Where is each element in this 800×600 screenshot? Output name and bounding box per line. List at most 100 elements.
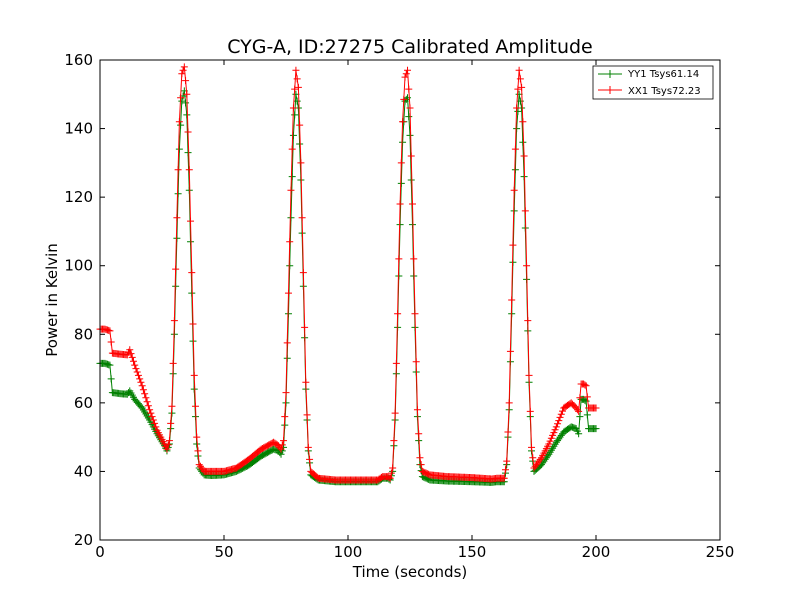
x-tick-label-2: 100 [334,543,363,561]
series-1-point-338 [515,66,523,74]
series-0-point-339 [516,97,524,105]
series-1-point-246 [401,73,409,81]
series-1-point-154 [287,186,295,194]
series-0-point-248 [404,94,412,102]
series-1-point-9 [107,338,115,346]
legend-box [592,65,714,100]
series-1-point-250 [406,104,414,112]
series-1-point-255 [412,358,420,366]
series-1-point-348 [528,443,536,451]
legend-xx1-label: XX1 Tsys72.23 [628,86,701,97]
series-1-point-169 [306,455,314,463]
series-1-point-245 [400,95,408,103]
series-1-point-339 [516,75,524,83]
x-tick-label-4: 200 [582,543,611,561]
legend: YY1 Tsys61.14 XX1 Tsys72.23 [592,65,714,100]
series-1-point-64 [175,118,183,126]
series-1-point-372 [557,410,565,418]
series-1-point-66 [178,70,186,78]
series-1-point-340 [518,83,526,91]
series-1-point-163 [298,214,306,222]
series-0-point-335 [511,166,519,174]
series-layer [96,63,600,486]
series-1-point-162 [297,159,305,167]
series-1-point-168 [304,443,312,451]
series-1-point-241 [395,255,403,263]
series-1-point-58 [168,402,176,410]
series-1-point-8 [106,327,114,335]
series-0-point-361 [544,452,552,460]
series-1-point-326 [500,474,508,482]
series-0-point-153 [286,262,294,270]
series-1-point-59 [169,359,177,367]
series-1-point-57 [167,419,175,427]
series-0-point-243 [397,179,405,187]
x-axis: 0 50 100 150 200 250 [95,60,734,561]
series-1-point-366 [550,429,558,437]
series-1-point-369 [554,420,562,428]
series-1-point-24 [126,346,134,354]
series-0-point-400 [592,425,600,433]
series-1-point-153 [286,238,294,246]
x-tick-label-3: 150 [458,543,487,561]
series-0-point-69 [182,99,190,107]
series-1-point-165 [301,323,309,331]
series-1-point-252 [408,200,416,208]
legend-xx1-marker [606,86,614,94]
series-1-point-370 [555,417,563,425]
series-1-point-344 [523,262,531,270]
series-0-point-155 [288,173,296,181]
series-1-point-337 [514,85,522,93]
series-1-point-38 [143,398,151,406]
series-1-point-242 [396,200,404,208]
series-1-point-72 [185,166,193,174]
series-0-point-393 [583,411,591,419]
series-1 [96,63,600,484]
y-tick-label-6: 140 [64,120,93,138]
series-1-point-237 [390,437,398,445]
series-1-point-161 [296,121,304,129]
series-1-point-74 [188,269,196,277]
series-0-point-8 [106,361,114,369]
legend-yy1-label: YY1 Tsys61.14 [627,69,699,80]
series-1-point-79 [194,447,202,455]
y-tick-label-5: 120 [64,188,93,206]
series-1-point-147 [278,441,286,449]
series-1-point-368 [552,423,560,431]
series-1-point-43 [149,416,157,424]
series-0-point-159 [293,97,301,105]
series-0-point-154 [287,214,295,222]
series-1-point-256 [413,406,421,414]
series-0-point-65 [177,121,185,129]
series-1-point-157 [291,85,299,93]
series-1-point-333 [509,241,517,249]
series-1-point-238 [391,409,399,417]
series-1-point-30 [133,368,141,376]
series-1-point-387 [576,394,584,402]
series-1-point-35 [139,386,147,394]
series-0-point-156 [289,131,297,139]
series-1-point-253 [410,255,418,263]
series-1-point-77 [191,402,199,410]
series-1-point-37 [142,394,150,402]
series-1-point-247 [402,70,410,78]
series-1-point-327 [501,466,509,474]
series-1-point-160 [294,83,302,91]
series-0-point-66 [178,97,186,105]
series-1-point-258 [416,454,424,462]
x-tick-label-1: 50 [214,543,233,561]
series-1-point-393 [583,393,591,401]
series-1-point-27 [129,357,137,365]
series-1-point-349 [529,454,537,462]
series-1-point-25 [127,350,135,358]
series-1-point-56 [165,437,173,445]
series-1-point-386 [575,407,583,415]
legend-yy1-marker [606,70,614,78]
series-1-point-392 [582,382,590,390]
series-1-point-40 [146,406,154,414]
series-1-point-335 [511,145,519,153]
series-0-point-337 [514,107,522,115]
series-1-point-55 [164,441,172,449]
series-0-point-386 [575,430,583,438]
series-1-point-60 [170,317,178,325]
